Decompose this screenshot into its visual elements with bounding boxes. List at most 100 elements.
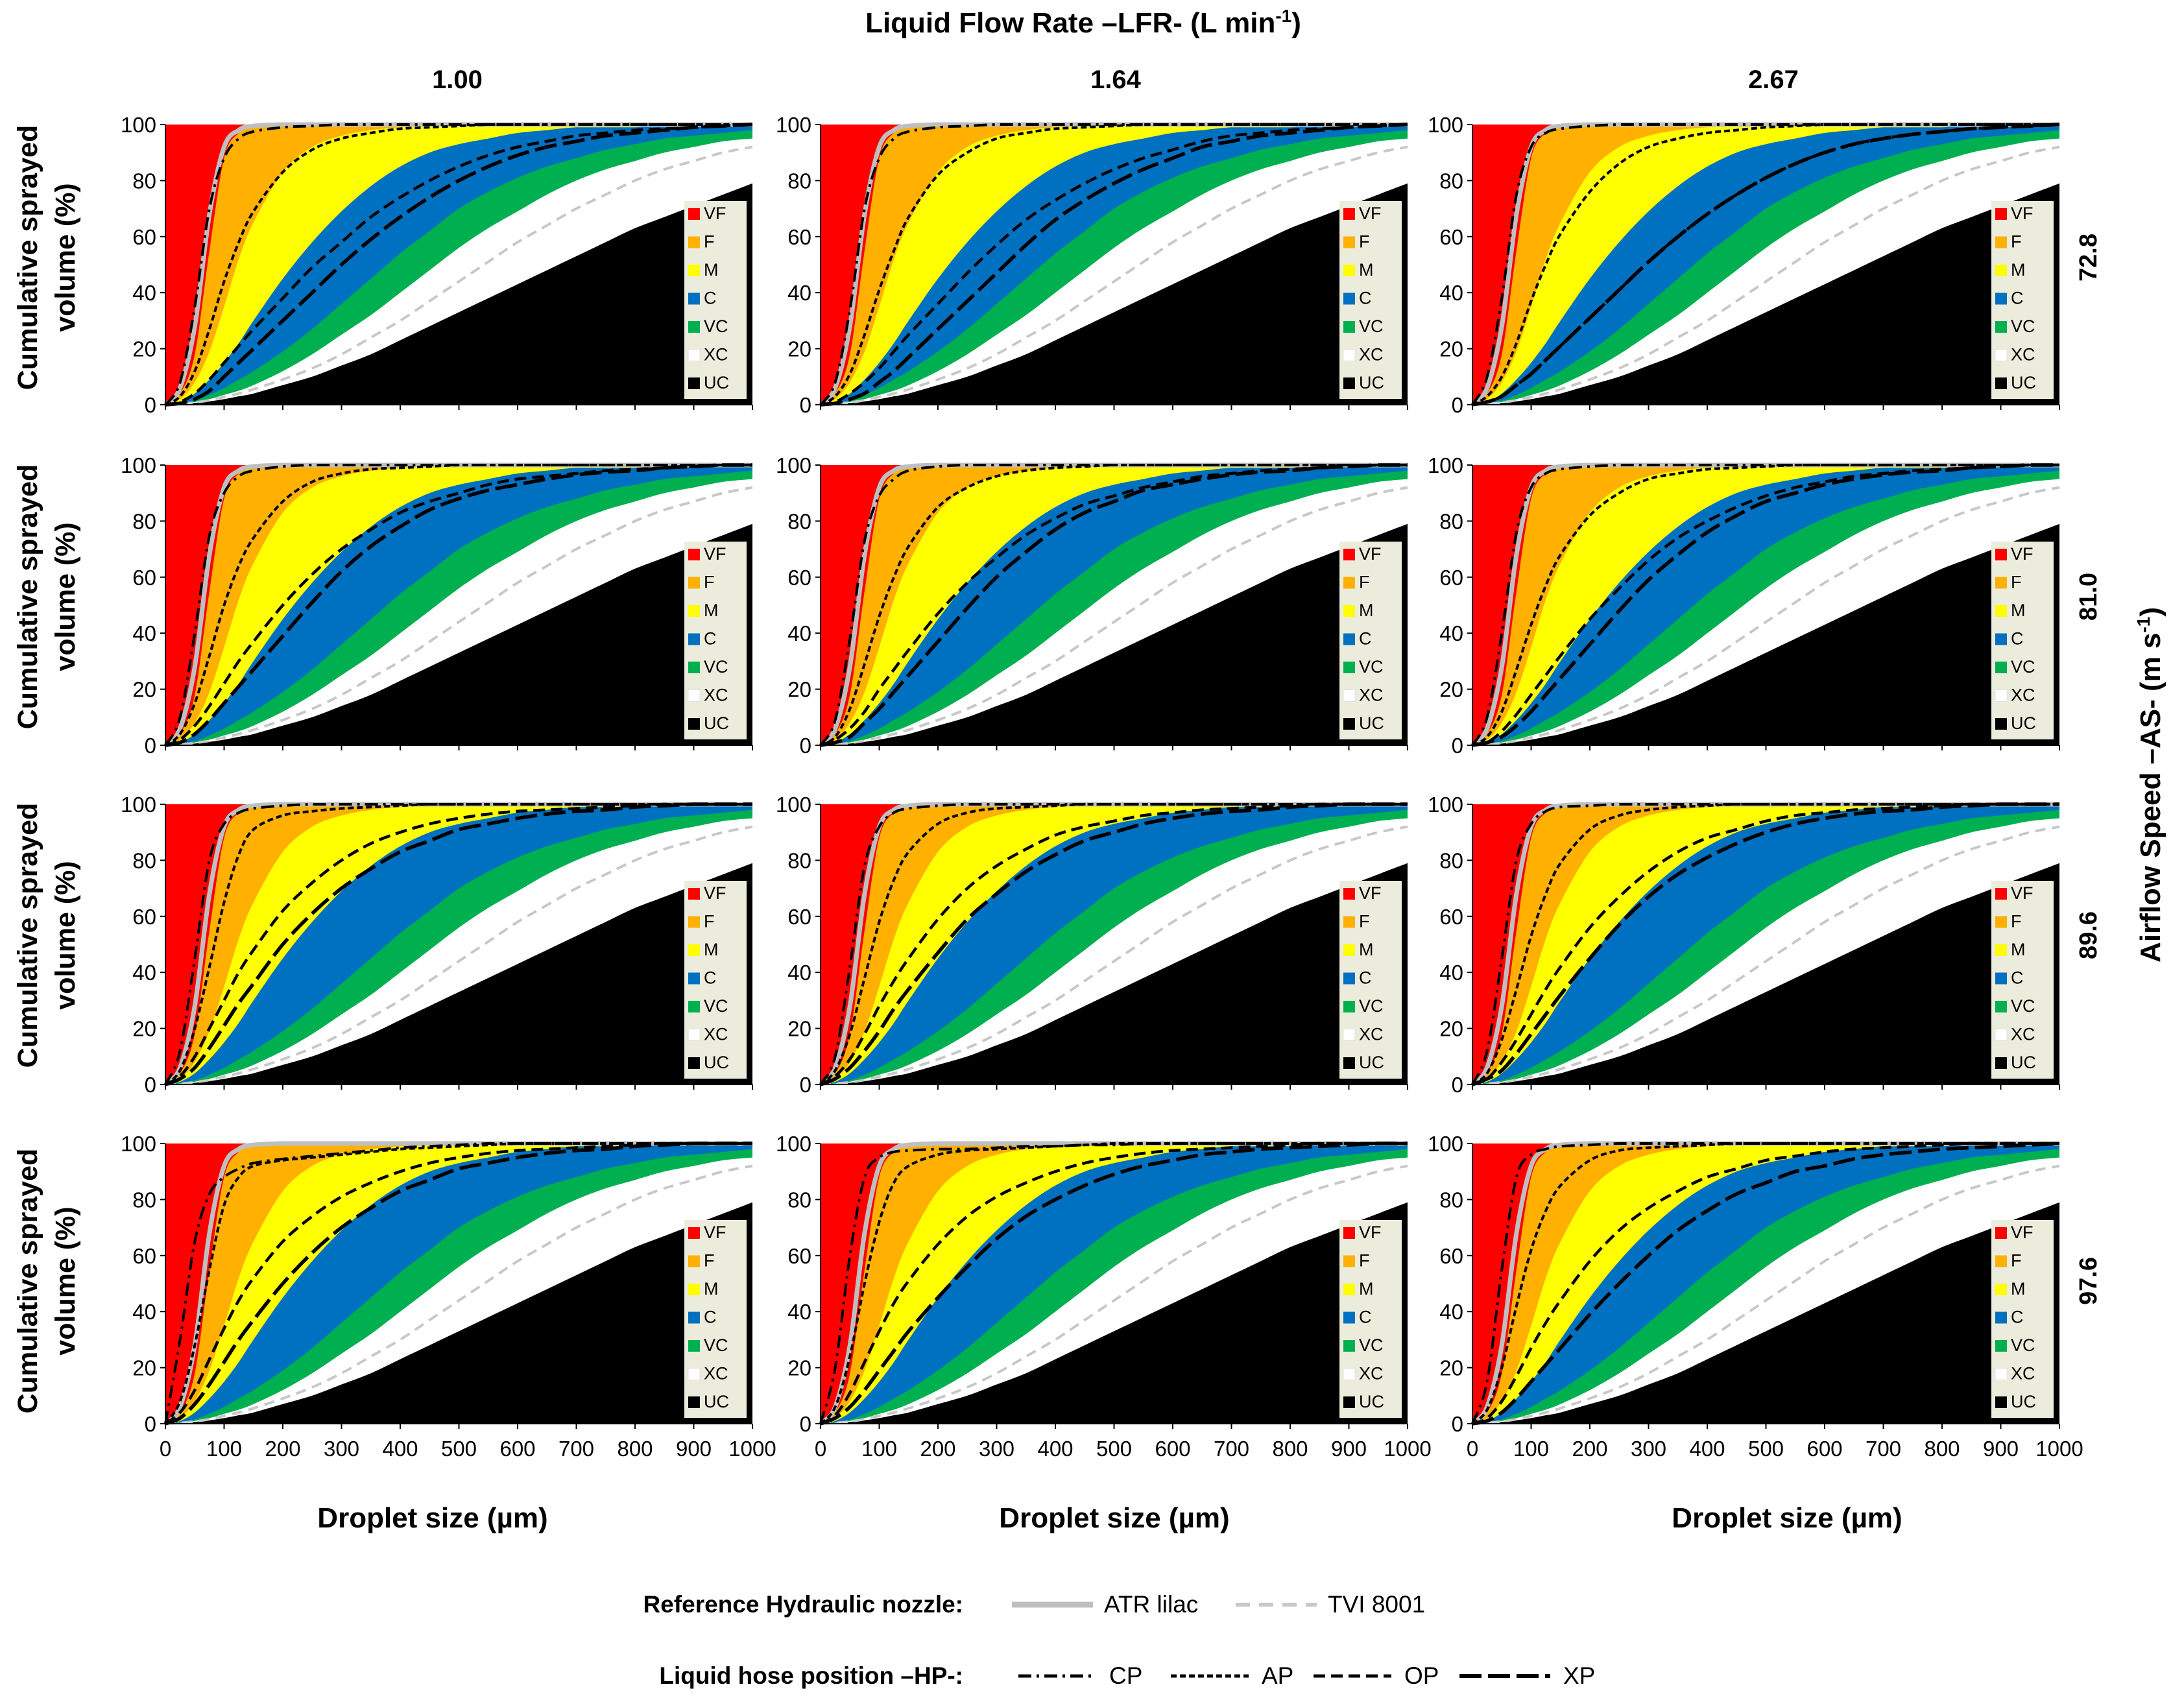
legend-swatch-vf	[688, 1227, 700, 1239]
y-tick-label: 0	[800, 734, 811, 758]
series-tvi-8001	[165, 1164, 753, 1425]
y-axis-label-row-1: Cumulative sprayed volume (%)	[12, 125, 81, 390]
band-uc	[1472, 183, 2059, 405]
legend-swatch-f	[1995, 577, 2007, 589]
series-xp	[165, 802, 752, 1086]
legend-swatch-f	[1995, 236, 2007, 248]
x-tick-label: 200	[920, 1437, 955, 1461]
y-tick-label: 0	[145, 734, 156, 758]
legend-swatch-xc	[1343, 349, 1356, 361]
x-tick-label: 0	[815, 1437, 826, 1461]
x-tick-label: 700	[1866, 1437, 1901, 1461]
y-axis-label-row-4: Cumulative sprayed volume (%)	[12, 1149, 81, 1414]
series-xp	[165, 1142, 752, 1426]
legend-swatch-vc	[688, 1001, 700, 1012]
legend-swatch-vf	[1995, 888, 2007, 900]
legend-label-uc: UC	[704, 1392, 729, 1411]
legend-label-uc: UC	[1359, 1053, 1384, 1072]
y-tick-label: 60	[132, 566, 156, 590]
spray-class-legend: VF FMC VC XC UC	[1991, 201, 2054, 399]
series-ap	[819, 463, 1408, 747]
legend-swatch-xc	[1343, 689, 1356, 702]
x-tick-label: 600	[1806, 1437, 1842, 1461]
y-tick-label: 0	[145, 1073, 156, 1097]
y-tick-label: 20	[1439, 1017, 1463, 1041]
legend-label-f: F	[1359, 1251, 1370, 1271]
legend-label-xc: XC	[1359, 1364, 1384, 1383]
legend-label-op: OP	[1404, 1662, 1439, 1689]
legend-swatch-vc	[1995, 321, 2007, 333]
x-tick-label: 0	[160, 1437, 171, 1461]
legend-label-xc: XC	[1359, 1025, 1384, 1044]
legend-label-uc: UC	[2011, 373, 2036, 392]
y-tick-label: 0	[1452, 734, 1463, 758]
y-tick-label: 60	[132, 905, 156, 929]
x-tick-label: 300	[1631, 1437, 1666, 1461]
band-uc	[1472, 1202, 2059, 1424]
y-tick-label: 100	[776, 793, 811, 817]
series-tvi-8001	[820, 825, 1408, 1086]
y-tick-label: 0	[1452, 393, 1463, 417]
legend-label-vc: VC	[1359, 317, 1384, 336]
series-xp	[820, 463, 1408, 747]
legend-label-vf: VF	[704, 1223, 726, 1242]
band-uc	[1472, 863, 2059, 1084]
y-axis-label-row-2: Cumulative sprayed volume (%)	[12, 464, 81, 730]
legend-label-m: M	[2011, 601, 2026, 620]
legend-label-vc: VC	[2011, 317, 2035, 336]
y-tick-label: 40	[132, 1300, 156, 1324]
legend-swatch-vf	[1343, 888, 1355, 900]
y-tick-label: 20	[132, 1356, 156, 1380]
x-tick-label: 1000	[1384, 1437, 1431, 1461]
y-tick-label: 100	[1428, 1132, 1463, 1156]
legend-label-vc: VC	[1359, 657, 1384, 676]
legend-swatch-vc	[1995, 662, 2007, 673]
legend-swatch-c	[1995, 1311, 2007, 1324]
legend-label-vc: VC	[2011, 657, 2035, 676]
legend-label-f: F	[1359, 232, 1370, 252]
series-xp	[820, 123, 1408, 407]
legend-label-vc: VC	[2011, 996, 2035, 1016]
y-tick-label: 0	[1452, 1073, 1463, 1097]
legend-swatch-m	[688, 605, 700, 617]
y-tick-label: 100	[776, 1132, 811, 1156]
column-header-value-2: 1.64	[1090, 66, 1142, 94]
band-uc	[821, 183, 1408, 405]
legend-label-f: F	[1359, 573, 1370, 592]
y-tick-label: 80	[1439, 509, 1463, 533]
legend-label-vf: VF	[1359, 883, 1382, 903]
spray-class-legend: VF FMC VC XC UC	[684, 201, 747, 399]
series-xp	[820, 802, 1408, 1086]
svg-text:volume (%): volume (%)	[50, 522, 81, 671]
legend-label-vf: VF	[2011, 544, 2034, 564]
legend-label-c: C	[1359, 629, 1372, 649]
series-op	[819, 802, 1408, 1086]
legend-label-c: C	[1359, 1308, 1372, 1327]
x-tick-label: 700	[558, 1437, 594, 1461]
legend-swatch-f	[1343, 916, 1355, 928]
y-tick-label: 40	[787, 1300, 811, 1324]
y-tick-label: 80	[1439, 848, 1463, 872]
legend-label-uc: UC	[704, 1053, 729, 1072]
x-tick-label: 600	[499, 1437, 535, 1461]
legend-swatch-f	[688, 236, 700, 248]
legend-swatch-m	[1995, 1284, 2007, 1295]
legend-label-vc: VC	[704, 657, 728, 676]
row-header-value-4: 97.6	[2075, 1257, 2102, 1305]
series-op	[1472, 1142, 2059, 1426]
legend-label-vf: VF	[1359, 544, 1382, 564]
legend-label-xc: XC	[704, 1364, 728, 1383]
bottom-legend: Reference Hydraulic nozzle: ATR lilac TV…	[643, 1591, 1596, 1689]
legend-swatch-m	[1995, 265, 2007, 276]
legend-swatch-vc	[1343, 1001, 1355, 1012]
legend-swatch-xc	[1995, 349, 2008, 361]
legend-swatch-xc	[1343, 1368, 1356, 1380]
legend-swatch-vc	[688, 1340, 700, 1352]
legend-swatch-vf	[1343, 208, 1355, 220]
legend-swatch-vf	[1995, 208, 2007, 220]
legend-swatch-xc	[688, 349, 701, 361]
legend-reference-title: Reference Hydraulic nozzle:	[643, 1591, 963, 1618]
series-cp	[164, 1142, 752, 1424]
x-tick-label: 900	[676, 1437, 712, 1461]
